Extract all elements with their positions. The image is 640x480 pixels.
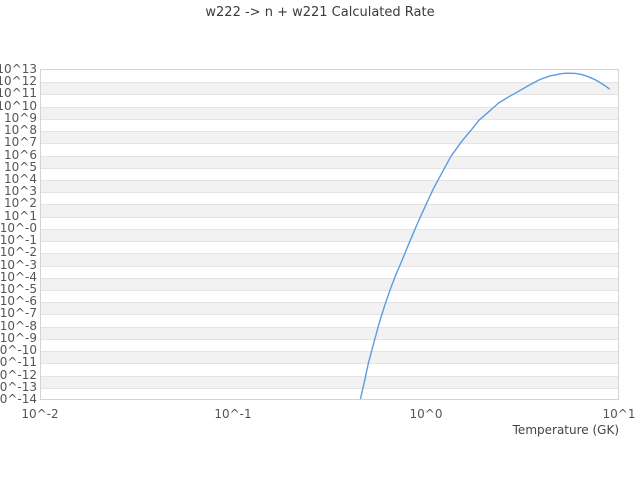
grid-band <box>41 375 618 389</box>
grid-band <box>41 131 618 145</box>
grid-band <box>41 363 618 377</box>
y-tick-label: 10^4 <box>4 172 37 186</box>
x-tick-label: 10^-2 <box>21 407 59 421</box>
y-tick-label: 10^10 <box>0 98 37 113</box>
chart-title: w222 -> n + w221 Calculated Rate <box>205 5 435 20</box>
x-tick-label: 10^1 <box>602 407 636 421</box>
plot-bands <box>41 70 618 399</box>
y-tick-label: 10^8 <box>4 123 37 138</box>
x-tick-label: 10^0 <box>409 407 443 421</box>
grid-band <box>41 228 618 243</box>
y-tick-label: 10^-11 <box>0 355 37 370</box>
y-tick-label: 10^3 <box>4 184 37 199</box>
y-tick-label: 10^-5 <box>0 282 37 296</box>
grid-band <box>41 143 618 157</box>
y-tick-label: 10^7 <box>4 135 37 150</box>
y-tick-label: 10^-14 <box>0 392 37 406</box>
grid-band <box>41 351 618 365</box>
grid-band <box>41 204 618 218</box>
grid-band <box>41 82 618 96</box>
grid-band <box>41 94 618 108</box>
grid-band <box>41 216 618 230</box>
y-tick-label: 10^-7 <box>0 306 37 321</box>
grid-band <box>41 387 618 399</box>
y-tick-label: 10^-12 <box>0 367 37 382</box>
grid-band <box>41 338 618 353</box>
grid-band <box>41 180 618 194</box>
y-tick-label: 10^11 <box>0 86 37 101</box>
grid-band <box>41 314 618 328</box>
y-tick-label: 10^9 <box>4 110 37 125</box>
y-tick-label: 10^-2 <box>0 245 37 260</box>
grid-band <box>41 253 618 267</box>
y-tick-label: 10^-6 <box>0 294 37 309</box>
rate-curve <box>359 72 610 399</box>
y-tick-label: 10^-8 <box>0 318 37 333</box>
grid-band <box>41 70 618 84</box>
grid-band <box>41 290 618 304</box>
y-tick-label: 10^2 <box>4 196 37 211</box>
y-tick-label: 10^-13 <box>0 379 37 394</box>
y-tick-label: 10^-0 <box>0 220 37 235</box>
grid-band <box>41 118 618 133</box>
grid-band <box>41 106 618 120</box>
y-tick-label: 10^13 <box>0 62 37 76</box>
y-tick-label: 10^-10 <box>0 343 37 358</box>
grid-band <box>41 155 618 169</box>
y-tick-label: 10^-1 <box>0 233 37 248</box>
y-tick-label: 10^6 <box>4 147 37 162</box>
y-tick-label: 10^1 <box>4 208 37 223</box>
y-tick-label: 10^-3 <box>0 257 37 272</box>
plot-area <box>40 69 619 400</box>
y-tick-label: 10^12 <box>0 74 37 89</box>
grid-band <box>41 167 618 181</box>
x-axis-title: Temperature (GK) <box>512 423 619 437</box>
y-tick-label: 10^-4 <box>0 269 37 284</box>
grid-band <box>41 265 618 279</box>
rate-curve-line <box>359 72 610 399</box>
y-tick-label: 10^5 <box>4 159 37 174</box>
grid-band <box>41 277 618 291</box>
grid-band <box>41 192 618 206</box>
x-tick-label: 10^-1 <box>214 407 252 421</box>
grid-band <box>41 241 618 255</box>
grid-band <box>41 302 618 316</box>
grid-band <box>41 326 618 340</box>
y-tick-label: 10^-9 <box>0 330 37 345</box>
